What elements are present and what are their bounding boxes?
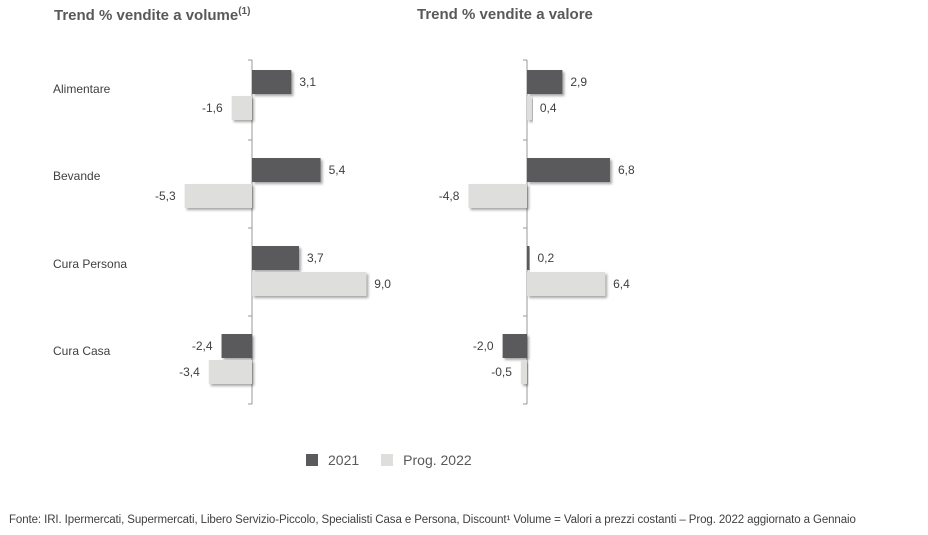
bar-value-bevande-2021 — [527, 158, 610, 182]
legend-swatch-2022 — [381, 454, 394, 466]
legend: 2021 Prog. 2022 — [306, 452, 494, 468]
data-label-volume-bevande-2021: 5,4 — [329, 163, 346, 177]
footnote-source: Fonte: IRI. Ipermercati, Supermercati, L… — [9, 514, 856, 526]
bar-volume-alimentare-2022 — [231, 96, 252, 120]
bar-value-alimentare-2022 — [527, 96, 532, 120]
category-label-cura-persona: Cura Persona — [53, 257, 128, 271]
data-label-value-cura-casa-2021: -2,0 — [473, 339, 494, 353]
bar-volume-bevande-2021 — [252, 158, 321, 182]
bar-volume-cura-casa-2022 — [208, 360, 252, 384]
legend-item-2022: Prog. 2022 — [381, 452, 472, 468]
data-label-value-bevande-2022: -4,8 — [439, 189, 460, 203]
data-label-value-cura-persona-2022: 6,4 — [613, 277, 630, 291]
data-label-value-alimentare-2021: 2,9 — [570, 75, 587, 89]
bar-value-alimentare-2021 — [527, 70, 563, 94]
bar-value-cura-persona-2021 — [527, 246, 530, 270]
bar-value-bevande-2022 — [468, 184, 527, 208]
legend-item-2021: 2021 — [306, 452, 359, 468]
category-label-alimentare: Alimentare — [53, 82, 111, 96]
bar-volume-bevande-2022 — [184, 184, 252, 208]
data-label-volume-bevande-2022: -5,3 — [155, 189, 176, 203]
data-label-value-cura-casa-2022: -0,5 — [491, 365, 512, 379]
data-label-volume-alimentare-2022: -1,6 — [202, 101, 223, 115]
bar-volume-cura-persona-2021 — [252, 246, 299, 270]
legend-label-2021: 2021 — [328, 452, 360, 468]
data-label-value-cura-persona-2021: 0,2 — [537, 251, 554, 265]
data-label-value-bevande-2021: 6,8 — [618, 163, 635, 177]
chart-volume: 3,1 5,4 3,7 -2,4 -1,6 -5,3 9,0 -3,4 — [155, 59, 391, 405]
data-label-value-alimentare-2022: 0,4 — [540, 101, 557, 115]
chart-title-volume-text: Trend % vendite a volume — [54, 7, 239, 24]
bar-volume-cura-persona-2022 — [252, 272, 367, 296]
data-label-volume-cura-casa-2021: -2,4 — [192, 339, 213, 353]
chart-title-volume-sup: (1) — [238, 6, 251, 17]
category-label-cura-casa: Cura Casa — [53, 344, 111, 358]
bar-value-cura-casa-2021 — [502, 334, 527, 358]
bar-volume-cura-casa-2021 — [221, 334, 252, 358]
data-label-volume-cura-persona-2021: 3,7 — [307, 251, 324, 265]
category-label-bevande: Bevande — [53, 169, 101, 183]
chart-title-volume: Trend % vendite a volume(1) — [54, 6, 250, 24]
data-label-volume-cura-persona-2022: 9,0 — [374, 277, 391, 291]
chart-title-value: Trend % vendite a valore — [417, 6, 593, 23]
bar-volume-alimentare-2021 — [252, 70, 292, 94]
legend-swatch-2021 — [306, 454, 318, 466]
chart-value: 2,9 6,8 0,2 -2,0 0,4 -4,8 6,4 -0,5 — [439, 59, 635, 405]
legend-label-2022: Prog. 2022 — [403, 452, 472, 468]
data-label-volume-alimentare-2021: 3,1 — [299, 75, 316, 89]
bar-value-cura-persona-2022 — [527, 272, 606, 296]
bar-value-cura-casa-2022 — [520, 360, 527, 384]
data-label-volume-cura-casa-2022: -3,4 — [179, 365, 200, 379]
